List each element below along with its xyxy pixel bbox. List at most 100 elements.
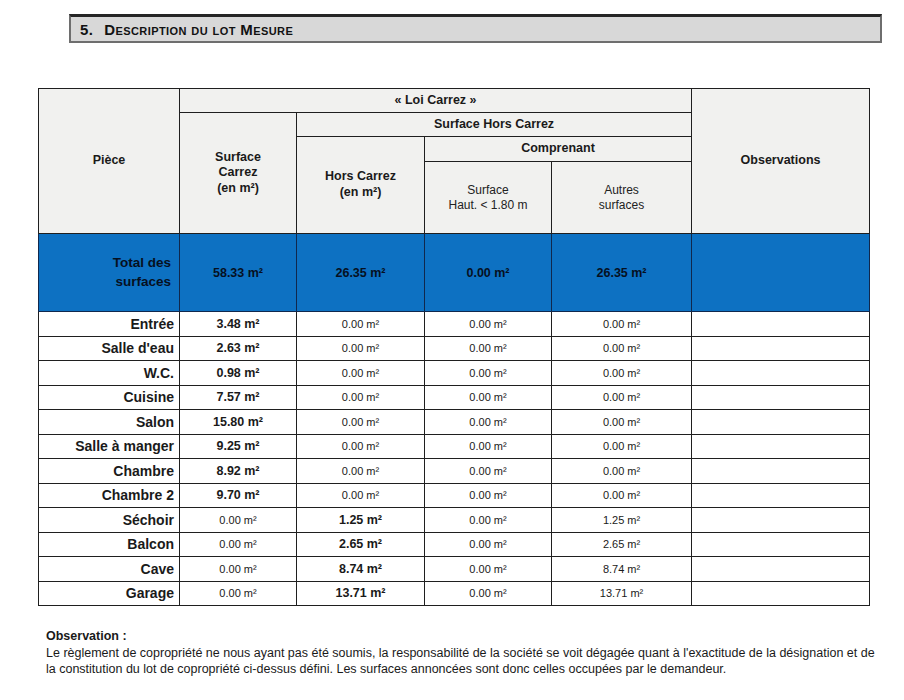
section-title: Description du lot Mesure [104, 21, 293, 38]
observation-note: Observation : Le règlement de copropriét… [46, 629, 876, 677]
total-surface-haut: 0.00 m² [425, 234, 552, 312]
observations-value [692, 361, 870, 386]
autres-surfaces-value: 0.00 m² [552, 361, 692, 386]
hors-carrez-value: 0.00 m² [297, 459, 425, 484]
room-name: Chambre [39, 459, 180, 484]
table-row: Salon 15.80 m² 0.00 m² 0.00 m² 0.00 m² [39, 410, 870, 435]
observations-value [692, 581, 870, 606]
surface-haut-value: 0.00 m² [425, 483, 552, 508]
table-row: Chambre 2 9.70 m² 0.00 m² 0.00 m² 0.00 m… [39, 483, 870, 508]
surface-haut-value: 0.00 m² [425, 459, 552, 484]
section-number: 5. [80, 21, 93, 38]
surface-haut-value: 0.00 m² [425, 557, 552, 582]
autres-surfaces-value: 13.71 m² [552, 581, 692, 606]
autres-surfaces-value: 0.00 m² [552, 410, 692, 435]
surface-haut-value: 0.00 m² [425, 508, 552, 533]
surface-carrez-value: 9.25 m² [180, 434, 297, 459]
measurement-table-container: Pièce « Loi Carrez » Observations Surfac… [38, 88, 870, 606]
table-body: Entrée 3.48 m² 0.00 m² 0.00 m² 0.00 m² S… [39, 312, 870, 606]
surface-carrez-value: 0.00 m² [180, 508, 297, 533]
room-name: Salle à manger [39, 434, 180, 459]
total-surface-carrez: 58.33 m² [180, 234, 297, 312]
hors-carrez-value: 8.74 m² [297, 557, 425, 582]
surface-haut-value: 0.00 m² [425, 581, 552, 606]
observations-value [692, 508, 870, 533]
surface-haut-value: 0.00 m² [425, 385, 552, 410]
room-name: Salle d'eau [39, 336, 180, 361]
measurement-table: Pièce « Loi Carrez » Observations Surfac… [38, 88, 870, 606]
observations-value [692, 312, 870, 337]
total-hors-carrez: 26.35 m² [297, 234, 425, 312]
room-name: Balcon [39, 532, 180, 557]
room-name: Chambre 2 [39, 483, 180, 508]
table-row: Salle d'eau 2.63 m² 0.00 m² 0.00 m² 0.00… [39, 336, 870, 361]
observations-value [692, 532, 870, 557]
observations-value [692, 336, 870, 361]
table-row: Balcon 0.00 m² 2.65 m² 0.00 m² 2.65 m² [39, 532, 870, 557]
autres-surfaces-value: 0.00 m² [552, 312, 692, 337]
surface-carrez-value: 0.00 m² [180, 557, 297, 582]
table-row: Séchoir 0.00 m² 1.25 m² 0.00 m² 1.25 m² [39, 508, 870, 533]
column-header-comprenant: Comprenant [425, 137, 692, 162]
room-name: Entrée [39, 312, 180, 337]
table-row: W.C. 0.98 m² 0.00 m² 0.00 m² 0.00 m² [39, 361, 870, 386]
room-name: Séchoir [39, 508, 180, 533]
surface-carrez-value: 15.80 m² [180, 410, 297, 435]
surface-carrez-value: 2.63 m² [180, 336, 297, 361]
hors-carrez-value: 0.00 m² [297, 434, 425, 459]
room-name: Garage [39, 581, 180, 606]
hors-carrez-value: 13.71 m² [297, 581, 425, 606]
observations-value [692, 557, 870, 582]
room-name: Cuisine [39, 385, 180, 410]
surface-carrez-value: 0.00 m² [180, 532, 297, 557]
hors-carrez-value: 0.00 m² [297, 361, 425, 386]
room-name: W.C. [39, 361, 180, 386]
surface-haut-value: 0.00 m² [425, 336, 552, 361]
observations-value [692, 410, 870, 435]
table-row: Cave 0.00 m² 8.74 m² 0.00 m² 8.74 m² [39, 557, 870, 582]
autres-surfaces-value: 0.00 m² [552, 385, 692, 410]
hors-carrez-value: 0.00 m² [297, 483, 425, 508]
hors-carrez-value: 0.00 m² [297, 312, 425, 337]
surface-haut-value: 0.00 m² [425, 312, 552, 337]
observation-label: Observation : [46, 629, 876, 643]
autres-surfaces-value: 2.65 m² [552, 532, 692, 557]
column-header-autres-surfaces: Autres surfaces [552, 162, 692, 234]
surface-carrez-value: 0.98 m² [180, 361, 297, 386]
total-observations [692, 234, 870, 312]
table-row: Salle à manger 9.25 m² 0.00 m² 0.00 m² 0… [39, 434, 870, 459]
surface-carrez-value: 3.48 m² [180, 312, 297, 337]
autres-surfaces-value: 1.25 m² [552, 508, 692, 533]
column-header-surface-hors-carrez: Surface Hors Carrez [297, 113, 692, 137]
table-row: Chambre 8.92 m² 0.00 m² 0.00 m² 0.00 m² [39, 459, 870, 484]
table-row: Cuisine 7.57 m² 0.00 m² 0.00 m² 0.00 m² [39, 385, 870, 410]
room-name: Salon [39, 410, 180, 435]
observations-value [692, 434, 870, 459]
room-name: Cave [39, 557, 180, 582]
column-header-loi-carrez: « Loi Carrez » [180, 89, 692, 113]
total-row: Total des surfaces 58.33 m² 26.35 m² 0.0… [39, 234, 870, 312]
surface-carrez-value: 8.92 m² [180, 459, 297, 484]
surface-haut-value: 0.00 m² [425, 532, 552, 557]
surface-carrez-value: 0.00 m² [180, 581, 297, 606]
surface-carrez-value: 7.57 m² [180, 385, 297, 410]
autres-surfaces-value: 0.00 m² [552, 336, 692, 361]
total-autres-surfaces: 26.35 m² [552, 234, 692, 312]
surface-haut-value: 0.00 m² [425, 410, 552, 435]
autres-surfaces-value: 0.00 m² [552, 459, 692, 484]
table-header: Pièce « Loi Carrez » Observations Surfac… [39, 89, 870, 234]
autres-surfaces-value: 0.00 m² [552, 483, 692, 508]
observations-value [692, 459, 870, 484]
column-header-surface-haut: Surface Haut. < 1.80 m [425, 162, 552, 234]
autres-surfaces-value: 0.00 m² [552, 434, 692, 459]
surface-haut-value: 0.00 m² [425, 434, 552, 459]
column-header-hors-carrez: Hors Carrez (en m²) [297, 137, 425, 234]
total-label: Total des surfaces [39, 234, 180, 312]
surface-haut-value: 0.00 m² [425, 361, 552, 386]
table-row: Garage 0.00 m² 13.71 m² 0.00 m² 13.71 m² [39, 581, 870, 606]
surface-carrez-value: 9.70 m² [180, 483, 297, 508]
hors-carrez-value: 0.00 m² [297, 336, 425, 361]
autres-surfaces-value: 8.74 m² [552, 557, 692, 582]
column-header-surface-carrez: Surface Carrez (en m²) [180, 113, 297, 234]
hors-carrez-value: 1.25 m² [297, 508, 425, 533]
